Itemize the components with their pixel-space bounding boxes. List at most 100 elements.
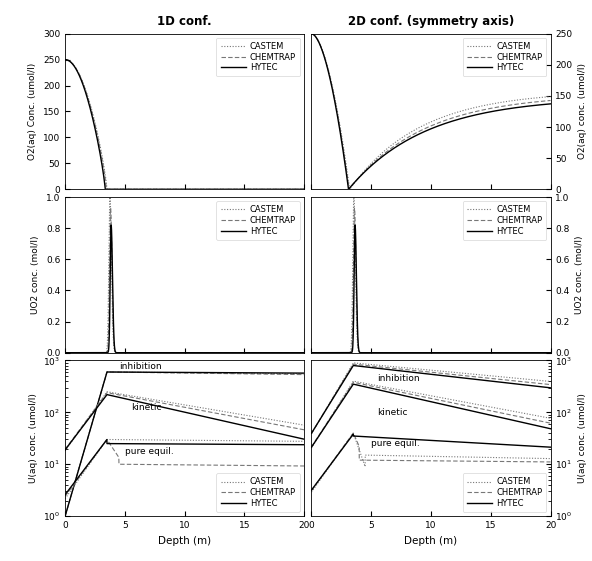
CASTEM: [294, 186, 301, 192]
CASTEM: [294, 350, 301, 356]
CASTEM: [540, 94, 547, 100]
Y-axis label: O2(aq) conc. (umol/l): O2(aq) conc. (umol/l): [578, 63, 587, 159]
Line: HYTEC: HYTEC: [65, 59, 304, 189]
CASTEM: [62, 350, 69, 356]
HYTEC: [74, 350, 81, 356]
HYTEC: [540, 350, 547, 356]
HYTEC: [320, 350, 327, 356]
CHEMTRAP: [250, 350, 257, 356]
Title: 2D conf. (symmetry axis): 2D conf. (symmetry axis): [348, 15, 514, 28]
CHEMTRAP: [540, 98, 547, 104]
HYTEC: [496, 107, 503, 113]
HYTEC: [102, 186, 109, 192]
CHEMTRAP: [172, 350, 179, 356]
CASTEM: [320, 50, 327, 57]
CASTEM: [540, 94, 547, 100]
CASTEM: [346, 186, 353, 192]
HYTEC: [172, 186, 179, 192]
HYTEC: [352, 222, 359, 228]
CASTEM: [320, 350, 327, 356]
CASTEM: [547, 93, 554, 100]
CHEMTRAP: [294, 186, 301, 192]
HYTEC: [62, 56, 69, 63]
HYTEC: [540, 350, 547, 356]
CHEMTRAP: [294, 350, 301, 356]
HYTEC: [308, 350, 315, 356]
CHEMTRAP: [294, 186, 301, 192]
Line: CASTEM: CASTEM: [65, 59, 304, 189]
CHEMTRAP: [418, 350, 425, 356]
HYTEC: [294, 350, 301, 356]
CASTEM: [250, 350, 257, 356]
CHEMTRAP: [540, 350, 547, 356]
CHEMTRAP: [178, 350, 185, 356]
HYTEC: [345, 186, 352, 192]
CHEMTRAP: [540, 350, 547, 356]
CASTEM: [294, 186, 301, 192]
HYTEC: [320, 52, 327, 58]
CHEMTRAP: [250, 186, 257, 192]
CHEMTRAP: [496, 350, 503, 356]
Line: CHEMTRAP: CHEMTRAP: [311, 34, 551, 189]
Line: CHEMTRAP: CHEMTRAP: [65, 208, 304, 353]
CHEMTRAP: [294, 350, 301, 356]
CASTEM: [250, 186, 257, 192]
CASTEM: [540, 350, 547, 356]
Legend: CASTEM, CHEMTRAP, HYTEC: CASTEM, CHEMTRAP, HYTEC: [463, 473, 546, 512]
CHEMTRAP: [308, 30, 315, 37]
HYTEC: [301, 186, 308, 192]
CHEMTRAP: [320, 50, 327, 57]
Text: inhibition: inhibition: [377, 374, 420, 383]
CHEMTRAP: [547, 97, 554, 104]
X-axis label: Depth (m): Depth (m): [404, 536, 458, 545]
CASTEM: [107, 194, 114, 200]
HYTEC: [540, 101, 547, 108]
CASTEM: [172, 350, 179, 356]
CHEMTRAP: [62, 350, 69, 356]
CHEMTRAP: [74, 350, 81, 356]
HYTEC: [178, 350, 185, 356]
HYTEC: [250, 350, 257, 356]
HYTEC: [74, 68, 81, 75]
CHEMTRAP: [320, 350, 327, 356]
HYTEC: [308, 30, 315, 37]
HYTEC: [418, 350, 425, 356]
HYTEC: [418, 130, 425, 136]
CHEMTRAP: [62, 56, 69, 63]
CHEMTRAP: [308, 350, 315, 356]
CASTEM: [74, 67, 81, 74]
CASTEM: [301, 350, 308, 356]
HYTEC: [178, 186, 185, 192]
HYTEC: [294, 350, 301, 356]
CHEMTRAP: [424, 124, 432, 131]
CASTEM: [308, 350, 315, 356]
Line: HYTEC: HYTEC: [65, 225, 304, 353]
CHEMTRAP: [351, 205, 358, 211]
CASTEM: [308, 30, 315, 37]
Line: CASTEM: CASTEM: [65, 197, 304, 353]
CASTEM: [547, 350, 554, 356]
CASTEM: [178, 186, 185, 192]
HYTEC: [496, 350, 503, 356]
Legend: CASTEM, CHEMTRAP, HYTEC: CASTEM, CHEMTRAP, HYTEC: [463, 38, 546, 76]
CASTEM: [294, 350, 301, 356]
Y-axis label: UO2 conc. (mol/l): UO2 conc. (mol/l): [31, 236, 40, 314]
CASTEM: [104, 186, 111, 192]
HYTEC: [172, 350, 179, 356]
Legend: CASTEM, CHEMTRAP, HYTEC: CASTEM, CHEMTRAP, HYTEC: [217, 473, 300, 512]
HYTEC: [540, 101, 547, 108]
HYTEC: [294, 186, 301, 192]
CASTEM: [418, 123, 425, 130]
Line: CASTEM: CASTEM: [311, 197, 551, 353]
CASTEM: [424, 350, 432, 356]
HYTEC: [424, 350, 432, 356]
CHEMTRAP: [346, 186, 353, 192]
HYTEC: [547, 350, 554, 356]
CHEMTRAP: [540, 98, 547, 104]
Line: CHEMTRAP: CHEMTRAP: [311, 208, 551, 353]
CHEMTRAP: [418, 127, 425, 134]
CASTEM: [540, 350, 547, 356]
CASTEM: [178, 350, 185, 356]
CHEMTRAP: [103, 186, 110, 192]
Line: HYTEC: HYTEC: [311, 34, 551, 189]
